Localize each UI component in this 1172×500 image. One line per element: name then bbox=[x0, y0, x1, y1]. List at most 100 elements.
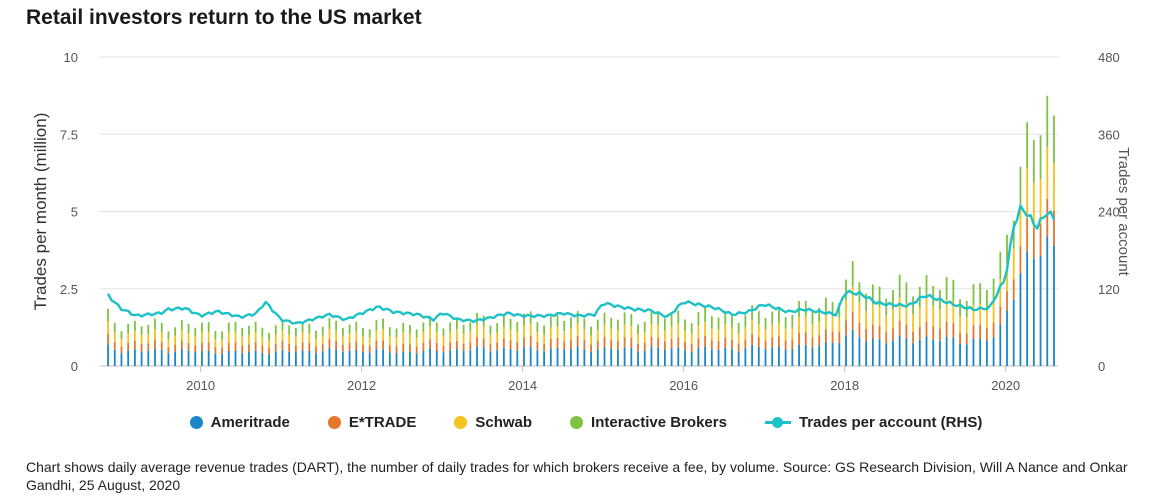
bar-segment bbox=[637, 324, 639, 335]
bar-segment bbox=[341, 351, 344, 366]
bar-segment bbox=[992, 322, 995, 338]
bar-segment bbox=[945, 336, 948, 366]
bar-segment bbox=[382, 340, 385, 350]
bar-segment bbox=[623, 347, 626, 366]
bar-segment bbox=[154, 329, 156, 340]
series-line-trades-per-account bbox=[107, 204, 1056, 325]
bar-segment bbox=[697, 348, 700, 366]
bar-segment bbox=[221, 347, 223, 355]
bar-segment bbox=[348, 333, 351, 344]
bar-segment bbox=[536, 322, 539, 333]
bar-segment bbox=[388, 345, 391, 353]
bar-segment bbox=[804, 316, 807, 333]
bar-segment bbox=[133, 330, 136, 341]
bar-segment bbox=[932, 326, 935, 340]
bar-segment bbox=[321, 335, 324, 345]
bar-segment bbox=[985, 290, 988, 310]
y-tick-label: 10 bbox=[64, 50, 78, 65]
bar-segment bbox=[268, 332, 270, 341]
bar-segment bbox=[201, 322, 203, 333]
bar-segment bbox=[402, 332, 405, 344]
bar-segment bbox=[1026, 168, 1029, 219]
bar-segment bbox=[818, 307, 821, 322]
bar-segment bbox=[496, 350, 499, 366]
bar-segment bbox=[194, 327, 197, 337]
bar-segment bbox=[395, 328, 398, 337]
bar-segment bbox=[959, 316, 961, 333]
bar-segment bbox=[939, 328, 941, 341]
bar-segment bbox=[355, 331, 358, 342]
bar-segment bbox=[778, 322, 780, 337]
bar-segment bbox=[281, 330, 284, 341]
bar-segment bbox=[207, 342, 210, 351]
bar-segment bbox=[838, 343, 841, 366]
bar-segment bbox=[529, 336, 532, 347]
bar-segment bbox=[784, 317, 787, 329]
bar-segment bbox=[462, 324, 465, 334]
bar-segment bbox=[617, 330, 619, 341]
bar-segment bbox=[905, 324, 908, 339]
bar-segment bbox=[288, 334, 291, 344]
bar-segment bbox=[731, 315, 733, 328]
bar-layer bbox=[107, 95, 1055, 366]
bar-segment bbox=[744, 315, 747, 328]
bar-segment bbox=[248, 335, 250, 345]
bar-segment bbox=[536, 350, 539, 366]
bar-segment bbox=[248, 344, 250, 353]
bar-segment bbox=[710, 340, 713, 350]
legend-item-interactive-brokers[interactable]: Interactive Brokers bbox=[570, 414, 727, 431]
bar-segment bbox=[1006, 310, 1008, 366]
bar-segment bbox=[784, 340, 787, 350]
bar-segment bbox=[315, 353, 317, 366]
bar-segment bbox=[288, 351, 291, 366]
bar-segment bbox=[710, 316, 713, 329]
bar-segment bbox=[107, 344, 109, 366]
bar-segment bbox=[523, 325, 525, 338]
bar-segment bbox=[294, 345, 297, 353]
bar-segment bbox=[811, 337, 814, 348]
legend-item-etrade[interactable]: E*TRADE bbox=[327, 414, 417, 431]
bar-segment bbox=[912, 296, 914, 315]
bar-segment bbox=[120, 346, 123, 354]
bar-segment bbox=[556, 314, 559, 327]
bar-segment bbox=[308, 350, 311, 366]
bar-segment bbox=[851, 286, 854, 312]
bar-segment bbox=[845, 299, 847, 321]
bar-segment bbox=[489, 325, 492, 335]
bar-segment bbox=[663, 341, 666, 351]
bar-segment bbox=[194, 336, 197, 346]
bar-segment bbox=[187, 342, 190, 351]
bar-segment bbox=[871, 338, 874, 366]
bar-segment bbox=[617, 349, 619, 366]
bar-segment bbox=[677, 347, 680, 366]
bar-segment bbox=[120, 353, 123, 366]
bar-segment bbox=[885, 343, 888, 366]
bar-segment bbox=[811, 310, 814, 325]
bar-segment bbox=[241, 336, 244, 346]
bar-segment bbox=[1019, 204, 1022, 247]
bar-segment bbox=[932, 306, 935, 327]
bar-segment bbox=[737, 351, 740, 366]
legend-item-trades-per-account[interactable]: Trades per account (RHS) bbox=[764, 414, 982, 431]
bar-segment bbox=[610, 328, 613, 340]
legend-label: E*TRADE bbox=[348, 414, 417, 431]
bar-segment bbox=[570, 328, 572, 340]
bar-segment bbox=[174, 344, 177, 352]
bar-segment bbox=[301, 350, 304, 366]
bar-segment bbox=[710, 328, 713, 341]
bar-segment bbox=[717, 349, 720, 366]
bar-segment bbox=[596, 349, 599, 366]
bar-segment bbox=[610, 349, 613, 366]
bar-segment bbox=[824, 342, 827, 366]
bar-segment bbox=[368, 345, 371, 353]
legend-item-ameritrade[interactable]: Ameritrade bbox=[189, 414, 290, 431]
bar-segment bbox=[154, 318, 156, 330]
y2-tick-label: 0 bbox=[1098, 359, 1105, 374]
bar-segment bbox=[429, 339, 431, 349]
bar-segment bbox=[717, 317, 720, 330]
bar-segment bbox=[348, 343, 351, 351]
bar-segment bbox=[878, 306, 881, 327]
bar-segment bbox=[167, 339, 170, 347]
legend-item-schwab[interactable]: Schwab bbox=[454, 414, 532, 431]
bar-segment bbox=[1053, 115, 1055, 164]
